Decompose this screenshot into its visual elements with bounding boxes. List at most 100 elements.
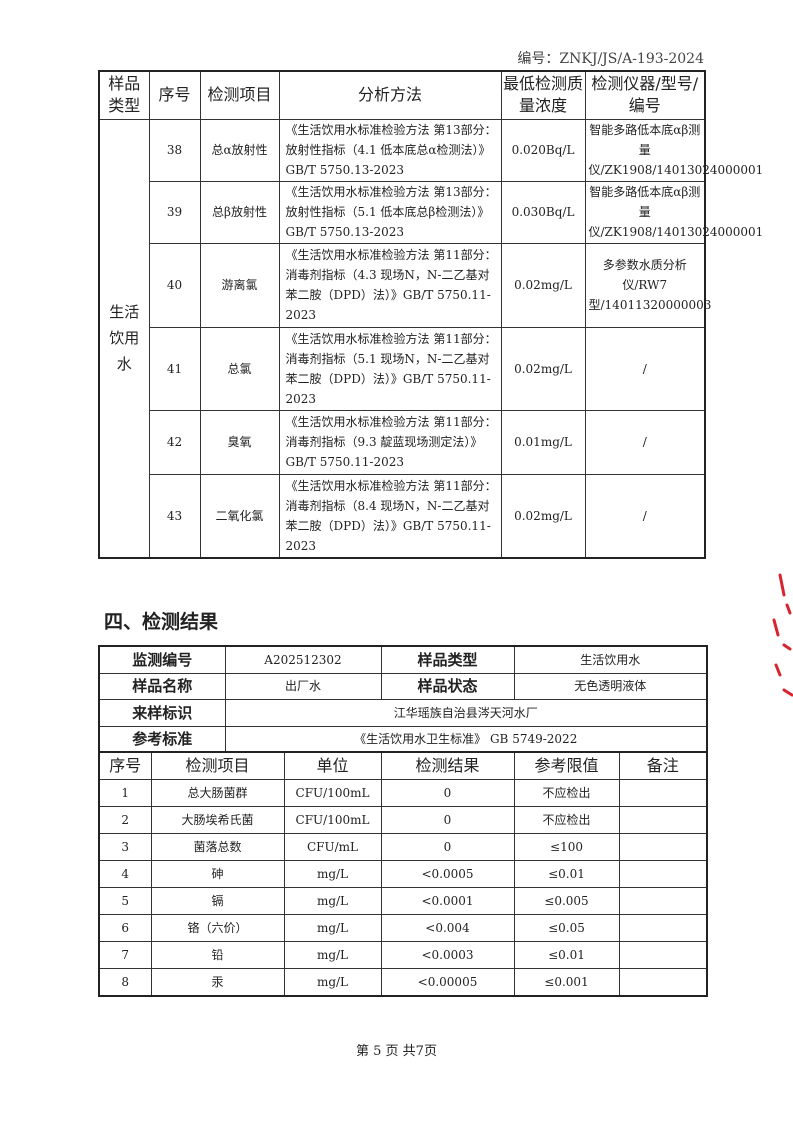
row-result: <0.0003 bbox=[380, 941, 515, 969]
header-limit: 最低检测质量浓度 bbox=[500, 70, 586, 120]
row-item: 铬（六价） bbox=[150, 914, 285, 942]
row-no: 38 bbox=[148, 118, 201, 182]
header-item: 检测项目 bbox=[199, 70, 280, 120]
row-item: 总大肠菌群 bbox=[150, 779, 285, 807]
header-limit: 参考限值 bbox=[513, 751, 620, 780]
sample-name: 出厂水 bbox=[224, 672, 382, 700]
methods-row: 42 臭氧 《生活饮用水标准检验方法 第11部分：消毒剂指标（9.3 靛蓝现场测定法… bbox=[99, 409, 706, 475]
sample-info-table: 监测编号 A202512302 样品类型 生活饮用水 样品名称 出厂水 样品状态 无色透明液… bbox=[98, 645, 708, 753]
monitor-no: A202512302 bbox=[224, 645, 382, 674]
row-limit: 0.020Bq/L bbox=[500, 118, 586, 182]
monitor-no-label: 监测编号 bbox=[98, 645, 226, 674]
row-no: 5 bbox=[98, 887, 152, 915]
row-result: <0.0001 bbox=[380, 887, 515, 915]
sample-type-label: 样品类型 bbox=[380, 645, 515, 674]
row-limit: 0.01mg/L bbox=[500, 409, 586, 475]
row-remark bbox=[618, 941, 708, 969]
row-limit: ≤0.001 bbox=[513, 968, 620, 997]
row-result: <0.004 bbox=[380, 914, 515, 942]
row-remark bbox=[618, 887, 708, 915]
row-no: 6 bbox=[98, 914, 152, 942]
row-method: 《生活饮用水标准检验方法 第11部分：消毒剂指标（9.3 靛蓝现场测定法）》GB… bbox=[278, 409, 502, 475]
methods-row: 生活饮用水 38 总α放射性 《生活饮用水标准检验方法 第13部分：放射性指标（4.1… bbox=[98, 118, 763, 559]
row-no: 1 bbox=[98, 779, 152, 807]
row-limit: ≤0.01 bbox=[513, 941, 620, 969]
row-unit: mg/L bbox=[283, 941, 382, 969]
page-footer: 第 5 页 共7页 bbox=[356, 1044, 437, 1059]
row-result: 0 bbox=[380, 779, 515, 807]
methods-table: 样品类型 序号 检测项目 分析方法 最低检测质量浓度 检测仪器/型号/编号 生活… bbox=[98, 70, 763, 559]
row-item: 大肠埃希氏菌 bbox=[150, 806, 285, 834]
row-instrument: / bbox=[584, 473, 706, 559]
row-limit: ≤0.01 bbox=[513, 860, 620, 888]
row-limit: 0.02mg/L bbox=[500, 242, 586, 328]
results-row: 8 汞 mg/L <0.00005 ≤0.001 bbox=[98, 968, 708, 997]
standard-label: 参考标准 bbox=[98, 725, 226, 753]
results-row: 5 镉 mg/L <0.0001 ≤0.005 bbox=[98, 887, 708, 915]
methods-row: 40 游离氯 《生活饮用水标准检验方法 第11部分：消毒剂指标（4.3 现场N，N-… bbox=[99, 242, 711, 328]
row-unit: CFU/mL bbox=[283, 833, 382, 861]
row-no: 7 bbox=[98, 941, 152, 969]
row-remark bbox=[618, 968, 708, 997]
row-remark bbox=[618, 806, 708, 834]
row-item: 总β放射性 bbox=[199, 180, 280, 244]
row-result: <0.0005 bbox=[380, 860, 515, 888]
row-limit: ≤0.005 bbox=[513, 887, 620, 915]
methods-header-row: 样品类型 序号 检测项目 分析方法 最低检测质量浓度 检测仪器/型号/编号 bbox=[98, 70, 706, 120]
sample-name-label: 样品名称 bbox=[98, 672, 226, 700]
methods-row: 43 二氧化氯 《生活饮用水标准检验方法 第11部分：消毒剂指标（8.4 现场N，N… bbox=[99, 473, 706, 559]
results-row: 6 铬（六价） mg/L <0.004 ≤0.05 bbox=[98, 914, 708, 942]
stamp-edge bbox=[772, 573, 793, 697]
header-instrument: 检测仪器/型号/编号 bbox=[584, 70, 706, 120]
row-no: 43 bbox=[148, 473, 201, 559]
row-instrument: / bbox=[584, 326, 706, 411]
row-no: 42 bbox=[148, 409, 201, 475]
header-no: 序号 bbox=[98, 751, 152, 780]
header-sample-type: 样品类型 bbox=[98, 70, 150, 120]
sample-type-cell: 生活饮用水 bbox=[98, 118, 150, 559]
row-no: 3 bbox=[98, 833, 152, 861]
row-no: 41 bbox=[148, 326, 201, 411]
row-instrument: 智能多路低本底αβ测量仪/ZK1908/14013024000001 bbox=[584, 118, 763, 182]
results-row: 7 铅 mg/L <0.0003 ≤0.01 bbox=[98, 941, 708, 969]
methods-row: 41 总氯 《生活饮用水标准检验方法 第11部分：消毒剂指标（5.1 现场N，N-二… bbox=[99, 326, 706, 411]
row-method: 《生活饮用水标准检验方法 第13部分：放射性指标（5.1 低本底总β检测法）》G… bbox=[278, 180, 502, 244]
results-header-row: 序号 检测项目 单位 检测结果 参考限值 备注 bbox=[98, 751, 708, 780]
row-item: 总α放射性 bbox=[199, 118, 280, 182]
row-remark bbox=[618, 914, 708, 942]
document-number: 编号：ZNKJ/JS/A-193-2024 bbox=[517, 51, 704, 67]
row-remark bbox=[618, 833, 708, 861]
row-limit: 0.02mg/L bbox=[500, 473, 586, 559]
row-limit: 不应检出 bbox=[513, 779, 620, 807]
row-item: 砷 bbox=[150, 860, 285, 888]
source: 江华瑶族自治县涔天河水厂 bbox=[224, 699, 708, 727]
row-item: 菌落总数 bbox=[150, 833, 285, 861]
sample-state-label: 样品状态 bbox=[380, 672, 515, 700]
row-method: 《生活饮用水标准检验方法 第13部分：放射性指标（4.1 低本底总α检测法）》G… bbox=[278, 118, 502, 182]
standard: 《生活饮用水卫生标准》 GB 5749-2022 bbox=[224, 725, 708, 753]
stamp-mark bbox=[772, 573, 793, 697]
row-limit: ≤100 bbox=[513, 833, 620, 861]
row-unit: CFU/100mL bbox=[283, 779, 382, 807]
row-limit: 0.02mg/L bbox=[500, 326, 586, 411]
header-unit: 单位 bbox=[283, 751, 382, 780]
row-limit: 0.030Bq/L bbox=[500, 180, 586, 244]
sample-type: 生活饮用水 bbox=[513, 645, 708, 674]
row-instrument: 智能多路低本底αβ测量仪/ZK1908/14013024000001 bbox=[584, 180, 763, 244]
results-row: 1 总大肠菌群 CFU/100mL 0 不应检出 bbox=[98, 779, 708, 807]
row-limit: ≤0.05 bbox=[513, 914, 620, 942]
row-item: 镉 bbox=[150, 887, 285, 915]
row-unit: mg/L bbox=[283, 914, 382, 942]
row-result: <0.00005 bbox=[380, 968, 515, 997]
row-no: 40 bbox=[148, 242, 201, 328]
row-no: 8 bbox=[98, 968, 152, 997]
row-unit: mg/L bbox=[283, 887, 382, 915]
row-method: 《生活饮用水标准检验方法 第11部分：消毒剂指标（4.3 现场N，N-二乙基对苯… bbox=[278, 242, 502, 328]
row-unit: mg/L bbox=[283, 968, 382, 997]
row-item: 臭氧 bbox=[199, 409, 280, 475]
results-table: 序号 检测项目 单位 检测结果 参考限值 备注 1 总大肠菌群 CFU/100mL 0… bbox=[98, 751, 708, 997]
header-item: 检测项目 bbox=[150, 751, 285, 780]
header-no: 序号 bbox=[148, 70, 201, 120]
row-method: 《生活饮用水标准检验方法 第11部分：消毒剂指标（8.4 现场N，N-二乙基对苯… bbox=[278, 473, 502, 559]
row-unit: mg/L bbox=[283, 860, 382, 888]
